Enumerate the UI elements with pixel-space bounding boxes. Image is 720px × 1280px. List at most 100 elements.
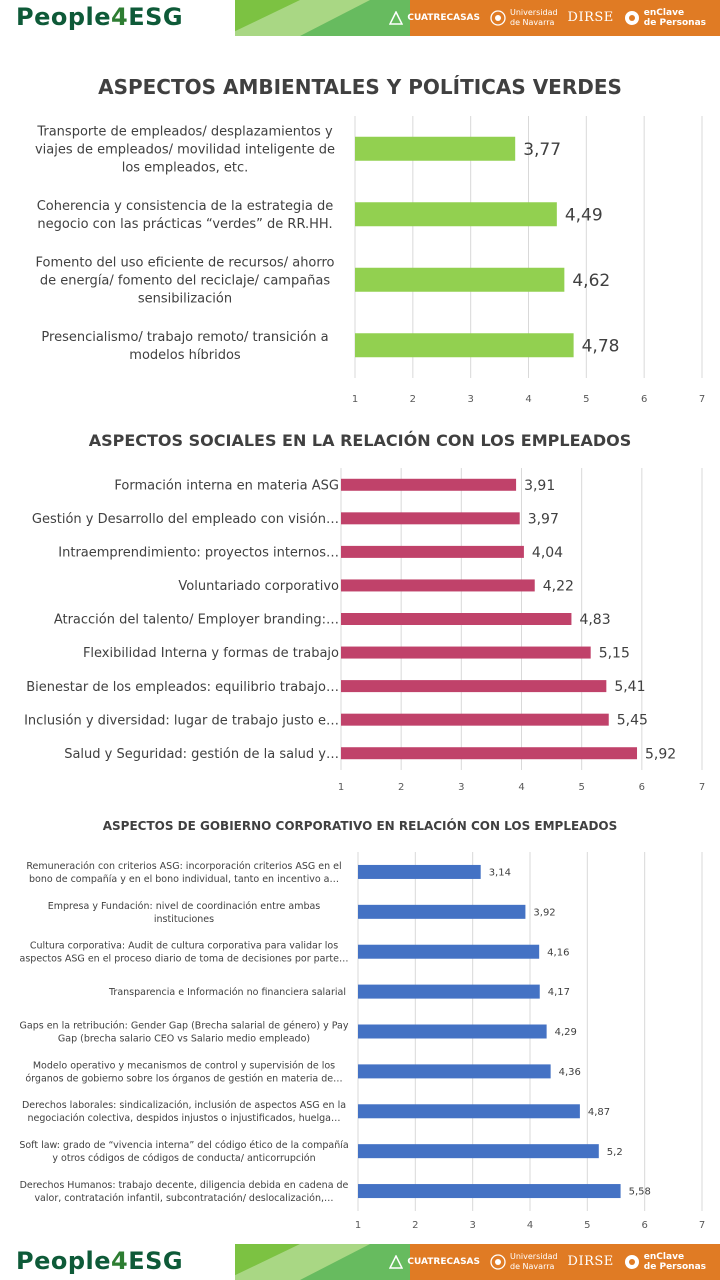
partner-enclave-bottom: enClave de Personas <box>624 1252 706 1272</box>
chart0-title: ASPECTOS AMBIENTALES Y POLÍTICAS VERDES <box>98 75 622 99</box>
chart-social: ASPECTOS SOCIALES EN LA RELACIÓN CON LOS… <box>0 420 720 800</box>
chart0-tick-label: 6 <box>641 394 647 405</box>
cuatrecasas-logo-icon <box>389 11 404 25</box>
chart2-bar <box>358 944 540 959</box>
chart0-data-label: 4,49 <box>565 205 603 225</box>
chart-governance-svg: ASPECTOS DE GOBIERNO CORPORATIVO EN RELA… <box>19 818 705 1231</box>
bottom-banner: People4ESG CUATRECASAS Universidad de Nav… <box>0 1244 720 1280</box>
chart1-bar <box>341 646 591 659</box>
chart1-data-label: 3,97 <box>528 511 559 527</box>
chart1-data-label: 5,41 <box>614 679 645 695</box>
chart1-category-label: Intraemprendimiento: proyectos internos… <box>58 546 339 561</box>
chart-social-svg: ASPECTOS SOCIALES EN LA RELACIÓN CON LOS… <box>24 431 705 793</box>
chart2-bar <box>358 1104 580 1119</box>
chart2-bar <box>358 1024 547 1039</box>
chart1-bar <box>341 579 535 592</box>
chart2-category-label: Derechos Humanos: trabajo decente, dilig… <box>20 1180 349 1204</box>
chart1-title: ASPECTOS SOCIALES EN LA RELACIÓN CON LOS… <box>89 431 632 450</box>
cuatrecasas-logo-icon <box>389 1255 404 1269</box>
chart-governance: ASPECTOS DE GOBIERNO CORPORATIVO EN RELA… <box>0 808 720 1240</box>
chart0-category-label: Transporte de empleados/ desplazamientos… <box>35 124 335 175</box>
brand-logo: People4ESG <box>16 3 183 31</box>
chart2-category-label: Transparencia e Información no financier… <box>108 987 346 998</box>
brand-logo-bottom: People4ESG <box>16 1247 183 1275</box>
partner-enclave-line1-bottom: enClave <box>643 1252 685 1262</box>
chart2-data-label: 4,87 <box>588 1107 610 1118</box>
chart2-category-label: Empresa y Fundación: nivel de coordinaci… <box>48 901 321 925</box>
chart1-bar <box>341 545 524 558</box>
chart1-bar <box>341 713 609 726</box>
partner-unav-bottom: Universidad de Navarra <box>490 1252 558 1272</box>
chart0-bar <box>355 267 565 292</box>
chart2-category-label: Modelo operativo y mecanismos de control… <box>25 1060 342 1084</box>
top-banner: People4ESG CUATRECASAS Universidad de Nav… <box>0 0 720 36</box>
chart1-data-label: 4,04 <box>532 545 563 561</box>
partner-unav-line2-bottom: de Navarra <box>510 1262 555 1271</box>
chart0-tick-label: 5 <box>583 394 589 405</box>
partner-unav-line2: de Navarra <box>510 18 555 27</box>
chart1-category-label: Formación interna en materia ASG <box>114 478 339 493</box>
chart0-tick-label: 7 <box>699 394 705 405</box>
partner-enclave-line1: enClave <box>643 8 685 18</box>
chart2-bar <box>358 984 540 999</box>
chart0-category-label: Presencialismo/ trabajo remoto/ transici… <box>41 330 328 363</box>
chart1-tick-label: 1 <box>338 782 344 793</box>
chart2-bar <box>358 1144 599 1159</box>
chart1-tick-label: 3 <box>458 782 464 793</box>
partner-unav-line1-bottom: Universidad <box>510 1252 558 1261</box>
chart2-data-label: 4,36 <box>559 1067 581 1078</box>
chart0-bar <box>355 202 557 227</box>
chart2-tick-label: 6 <box>641 1220 647 1231</box>
chart1-bar <box>341 478 517 491</box>
brand-digit: 4 <box>111 3 129 31</box>
chart2-bar <box>358 864 481 879</box>
chart2-category-label: Cultura corporativa: Audit de cultura co… <box>20 941 349 965</box>
chart1-bar <box>341 747 638 760</box>
brand-digit-bottom: 4 <box>111 1247 129 1275</box>
chart1-data-label: 5,92 <box>645 746 676 762</box>
chart1-data-label: 5,15 <box>599 646 630 662</box>
chart0-data-label: 4,78 <box>582 336 620 356</box>
chart2-data-label: 3,14 <box>489 868 511 879</box>
chart0-bar <box>355 333 574 358</box>
chart2-tick-label: 4 <box>527 1220 533 1231</box>
chart1-category-label: Voluntariado corporativo <box>178 579 339 594</box>
brand-prefix: People <box>16 3 112 31</box>
chart1-category-label: Salud y Seguridad: gestión de la salud y… <box>64 747 339 762</box>
partner-cuatrecasas-name: CUATRECASAS <box>407 13 480 23</box>
brand-suffix: ESG <box>128 3 184 31</box>
partner-dirse-name: DIRSE <box>567 10 614 25</box>
chart2-data-label: 5,2 <box>607 1147 623 1158</box>
chart1-tick-label: 6 <box>639 782 645 793</box>
chart2-category-label: Derechos laborales: sindicalización, inc… <box>22 1100 346 1124</box>
chart1-bar <box>341 613 572 625</box>
chart1-tick-label: 7 <box>699 782 705 793</box>
chart0-data-label: 3,77 <box>523 140 561 160</box>
chart1-category-label: Bienestar de los empleados: equilibrio t… <box>26 680 339 695</box>
partner-dirse-bottom: DIRSE <box>568 1255 614 1268</box>
chart1-data-label: 3,91 <box>524 478 555 494</box>
unav-seal-icon <box>490 1254 506 1270</box>
chart2-tick-label: 5 <box>584 1220 590 1231</box>
partner-dirse: DIRSE <box>567 10 614 25</box>
partner-enclave-line2: de Personas <box>643 18 706 28</box>
chart0-data-label: 4,62 <box>572 271 610 291</box>
chart1-data-label: 4,83 <box>579 612 610 628</box>
chart0-category-label: Fomento del uso eficiente de recursos/ a… <box>35 255 334 306</box>
chart2-category-label: Soft law: grado de “vivencia interna” de… <box>19 1140 348 1164</box>
chart2-tick-label: 3 <box>469 1220 475 1231</box>
chart2-data-label: 4,16 <box>547 947 569 958</box>
chart1-category-label: Inclusión y diversidad: lugar de trabajo… <box>24 713 339 728</box>
unav-seal-icon <box>490 10 506 26</box>
partner-logos: CUATRECASAS Universidad de Navarra DIRSE … <box>389 0 706 36</box>
chart1-category-label: Flexibilidad Interna y formas de trabajo <box>83 646 339 661</box>
chart1-tick-label: 4 <box>518 782 524 793</box>
chart0-bar <box>355 136 516 161</box>
chart2-bar <box>358 1064 551 1079</box>
chart1-bar <box>341 680 607 693</box>
partner-enclave: enClave de Personas <box>624 8 706 28</box>
chart2-data-label: 4,29 <box>555 1027 577 1038</box>
partner-logos-bottom: CUATRECASAS Universidad de Navarra DIRSE … <box>389 1244 706 1280</box>
chart2-tick-label: 2 <box>412 1220 418 1231</box>
chart0-tick-label: 1 <box>352 394 358 405</box>
